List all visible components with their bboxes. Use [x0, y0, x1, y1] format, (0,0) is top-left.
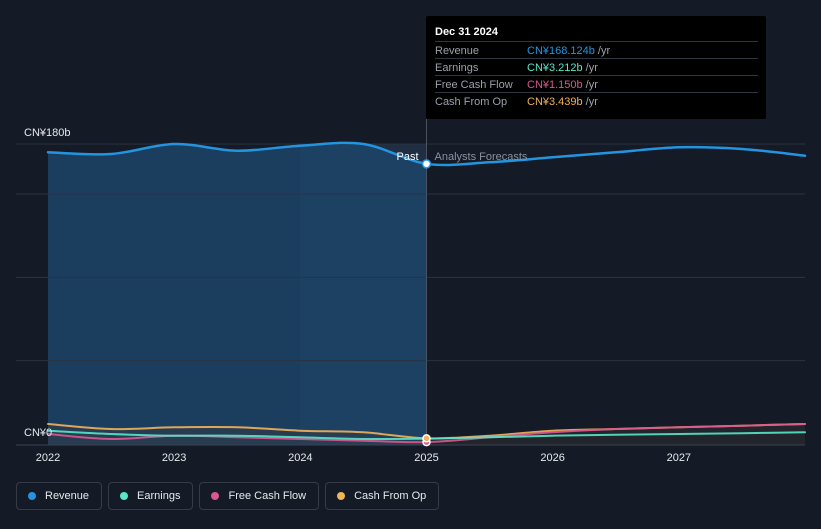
y-axis-bottom-label: CN¥0 — [24, 427, 52, 439]
tooltip-label: Cash From Op — [435, 96, 508, 108]
tooltip-label: Free Cash Flow — [435, 79, 513, 91]
legend-label: Earnings — [137, 490, 181, 502]
x-tick-label: 2022 — [36, 452, 60, 464]
series-layer — [46, 141, 807, 447]
legend-dot-icon — [28, 492, 36, 500]
legend-label: Revenue — [45, 490, 90, 502]
tooltip-value: CN¥3.212b/yr — [527, 62, 598, 74]
gridlines — [16, 119, 805, 446]
legend-item-revenue[interactable]: Revenue — [16, 482, 103, 510]
tooltip-label: Revenue — [435, 45, 480, 57]
revenue-area — [48, 142, 427, 445]
tooltip: Dec 31 2024 Revenue CN¥168.124b/yr Earni… — [426, 16, 766, 119]
legend-dot-icon — [120, 492, 129, 500]
tooltip-row-cash-from-op: Cash From Op CN¥3.439b/yr — [435, 92, 758, 110]
x-tick-label: 2025 — [414, 452, 438, 464]
tooltip-row-free-cash-flow: Free Cash Flow CN¥1.150b/yr — [435, 75, 758, 93]
highlight-marker-cash-from-op — [422, 434, 431, 443]
tooltip-label: Earnings — [435, 62, 479, 74]
forecast-label: Analysts Forecasts — [435, 151, 528, 163]
tooltip-date: Dec 31 2024 — [435, 26, 498, 38]
tooltip-value: CN¥168.124b/yr — [527, 45, 611, 57]
tooltip-value: CN¥1.150b/yr — [527, 79, 598, 91]
legend-label: Free Cash Flow — [228, 490, 307, 502]
y-axis-top-label: CN¥180b — [24, 127, 70, 139]
legend-dot-icon — [211, 492, 220, 500]
tooltip-value: CN¥3.439b/yr — [527, 96, 598, 108]
x-tick-label: 2023 — [162, 452, 186, 464]
tooltip-row-revenue: Revenue CN¥168.124b/yr — [435, 41, 758, 59]
legend-item-earnings[interactable]: Earnings — [108, 482, 194, 510]
tooltip-row-earnings: Earnings CN¥3.212b/yr — [435, 58, 758, 76]
legend-label: Cash From Op — [354, 490, 427, 502]
legend-dot-icon — [337, 492, 346, 500]
legend: Revenue Earnings Free Cash Flow Cash Fro… — [16, 482, 440, 512]
legend-item-cash-from-op[interactable]: Cash From Op — [325, 482, 440, 510]
legend-item-free-cash-flow[interactable]: Free Cash Flow — [199, 482, 320, 510]
x-tick-label: 2027 — [667, 452, 691, 464]
highlight-marker-revenue — [421, 159, 432, 169]
x-tick-label: 2024 — [288, 452, 312, 464]
x-tick-label: 2026 — [540, 452, 564, 464]
past-label: Past — [396, 151, 418, 163]
x-axis-ticks: 2022 2023 2024 2025 2026 2027 — [36, 452, 691, 464]
